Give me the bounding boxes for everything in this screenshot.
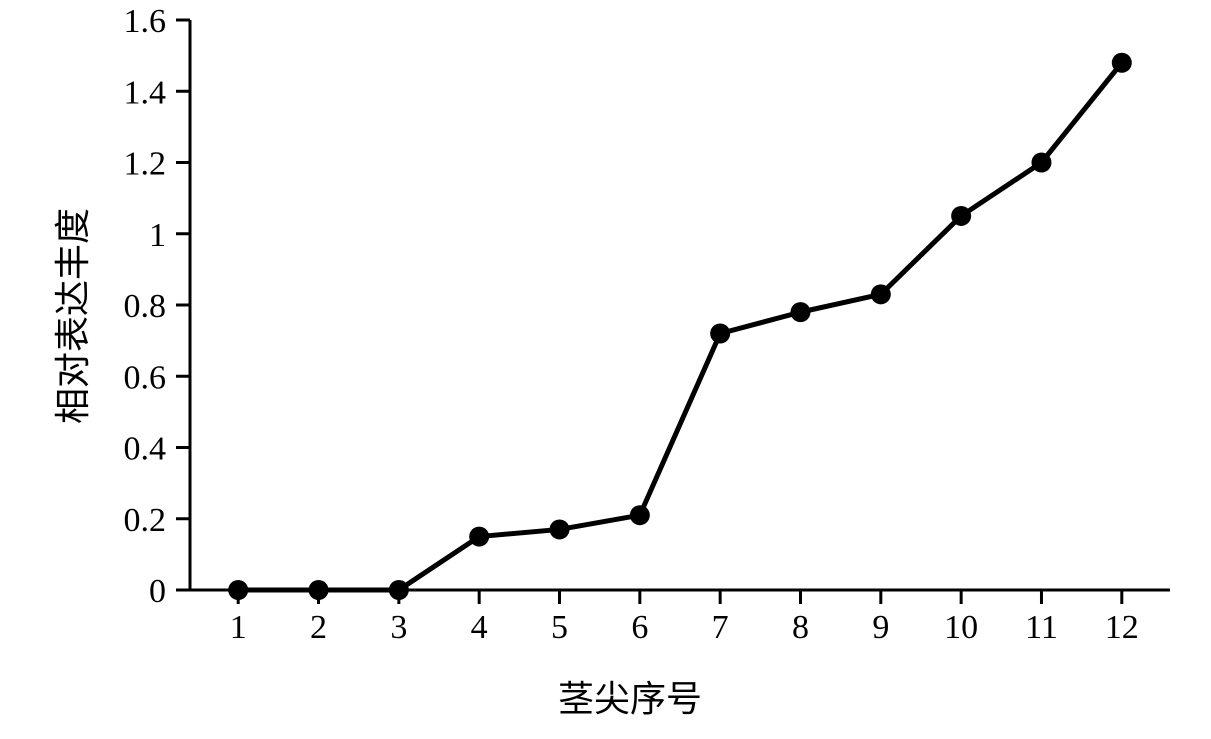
data-point [469,527,489,547]
data-point [790,302,810,322]
x-tick-label: 8 [792,609,809,646]
x-tick-label: 4 [471,609,488,646]
y-tick-label: 0.2 [124,502,167,539]
data-line [238,63,1122,590]
x-tick-label: 5 [551,609,568,646]
data-point [1112,53,1132,73]
y-tick-label: 1.6 [124,3,167,40]
x-tick-label: 10 [944,609,978,646]
line-chart-svg: 00.20.40.60.811.21.41.6123456789101112 [0,0,1211,739]
y-tick-label: 0.8 [124,288,167,325]
y-tick-label: 1.2 [124,146,167,183]
data-point [710,324,730,344]
x-tick-label: 6 [631,609,648,646]
x-tick-label: 11 [1025,609,1058,646]
data-point [309,580,329,600]
x-tick-label: 9 [872,609,889,646]
data-point [871,284,891,304]
x-tick-label: 1 [230,609,247,646]
data-point [389,580,409,600]
x-tick-label: 12 [1105,609,1139,646]
line-chart-container: 00.20.40.60.811.21.41.6123456789101112 相… [0,0,1211,739]
data-point [630,505,650,525]
x-tick-label: 2 [310,609,327,646]
x-axis-label: 茎尖序号 [530,670,730,722]
y-tick-label: 1.4 [124,74,167,111]
data-point [550,519,570,539]
y-axis-label: 相对表达丰度 [44,206,96,426]
y-tick-label: 0 [149,573,166,610]
y-tick-label: 0.6 [124,359,167,396]
data-point [228,580,248,600]
y-tick-label: 1 [149,217,166,254]
x-tick-label: 3 [390,609,407,646]
data-point [1031,153,1051,173]
x-tick-label: 7 [712,609,729,646]
y-tick-label: 0.4 [124,431,167,468]
data-point [951,206,971,226]
